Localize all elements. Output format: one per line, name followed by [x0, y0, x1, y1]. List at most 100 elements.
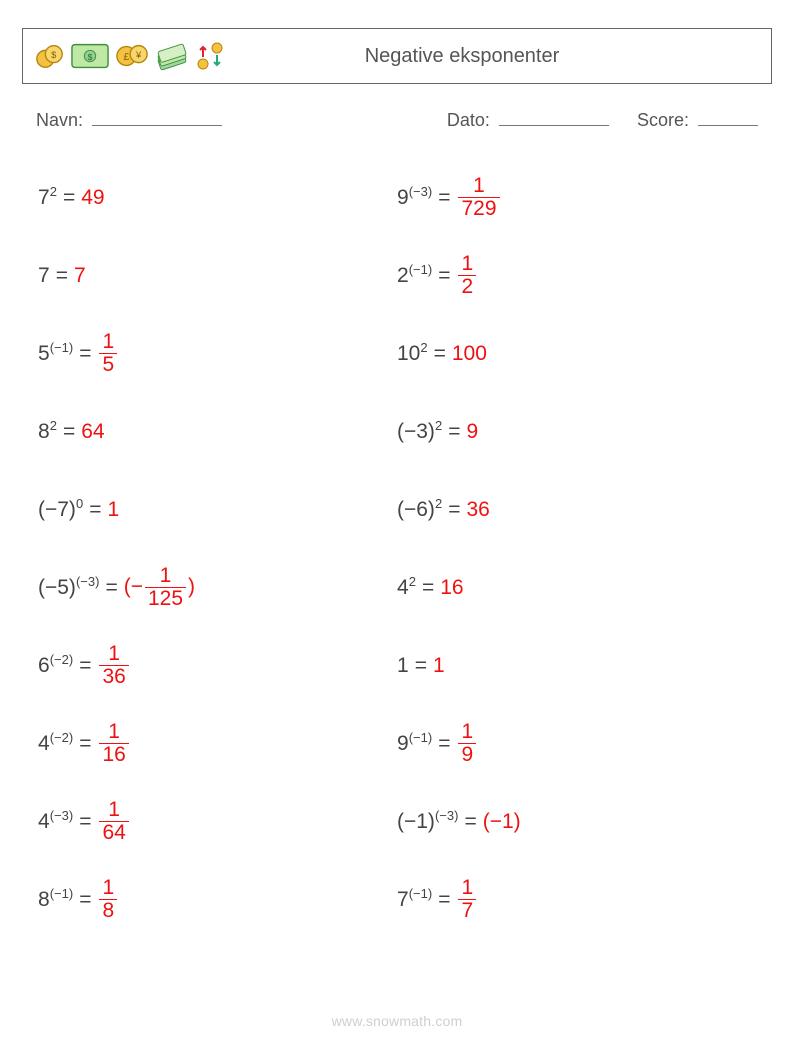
answer-value: 16 — [440, 576, 463, 600]
info-left: Navn: — [36, 106, 222, 131]
problem-row: 6(−2) = 136 — [38, 627, 397, 705]
problem-row: (−5)(−3) = (−1125) — [38, 549, 397, 627]
worksheet-title: Negative eksponenter — [225, 45, 759, 68]
problem-row: (−1)(−3) = (−1) — [397, 783, 756, 861]
equals-sign: = — [89, 498, 101, 522]
worksheet-page: $ $ £ ¥ — [0, 0, 794, 1053]
header-icons: $ $ £ ¥ — [35, 41, 225, 71]
problem-base: 9(−1) — [397, 732, 432, 756]
equals-sign: = — [448, 498, 460, 522]
equals-sign: = — [448, 420, 460, 444]
equals-sign: = — [438, 186, 450, 210]
problem-base: 102 — [397, 342, 428, 366]
cash-stack-icon — [155, 41, 189, 71]
problem-base: 4(−2) — [38, 732, 73, 756]
answer-value: 1 — [107, 498, 119, 522]
problem-row: 1 = 1 — [397, 627, 756, 705]
problem-row: (−7)0 = 1 — [38, 471, 397, 549]
answer-fraction: 17 — [458, 877, 476, 922]
problems-col-left: 72 = 49 7 = 7 5(−1) = 15 82 — [38, 159, 397, 939]
equals-sign: = — [63, 186, 75, 210]
problem-base: 42 — [397, 576, 416, 600]
answer-value: 1 — [433, 654, 445, 678]
date-label: Dato: — [447, 110, 490, 130]
problem-base: (−3)2 — [397, 420, 442, 444]
problem-base: 5(−1) — [38, 342, 73, 366]
problem-base: 82 — [38, 420, 57, 444]
equals-sign: = — [79, 342, 91, 366]
problem-base: 1 — [397, 654, 409, 678]
score-field: Score: — [637, 106, 758, 131]
name-blank — [92, 106, 222, 126]
problem-row: 9(−1) = 19 — [397, 705, 756, 783]
answer-value: 49 — [81, 186, 104, 210]
equals-sign: = — [464, 810, 476, 834]
score-label: Score: — [637, 110, 689, 130]
watermark: www.snowmath.com — [0, 1013, 794, 1029]
problem-base: 2(−1) — [397, 264, 432, 288]
problem-row: (−6)2 = 36 — [397, 471, 756, 549]
equals-sign: = — [422, 576, 434, 600]
answer-value: 9 — [466, 420, 478, 444]
problem-row: 42 = 16 — [397, 549, 756, 627]
problem-row: 7(−1) = 17 — [397, 861, 756, 939]
problem-row: (−3)2 = 9 — [397, 393, 756, 471]
problem-row: 5(−1) = 15 — [38, 315, 397, 393]
problem-row: 4(−3) = 164 — [38, 783, 397, 861]
answer-fraction: 164 — [99, 799, 128, 844]
problem-row: 102 = 100 — [397, 315, 756, 393]
answer-fraction: 1729 — [458, 175, 499, 220]
problem-base: (−6)2 — [397, 498, 442, 522]
problem-base: 6(−2) — [38, 654, 73, 678]
problem-base: 9(−3) — [397, 186, 432, 210]
answer-fraction: 18 — [99, 877, 117, 922]
problem-row: 7 = 7 — [38, 237, 397, 315]
problems-grid: 72 = 49 7 = 7 5(−1) = 15 82 — [22, 159, 772, 939]
answer-fraction: 15 — [99, 331, 117, 376]
answer-value: 100 — [452, 342, 487, 366]
problem-row: 82 = 64 — [38, 393, 397, 471]
answer-value: 64 — [81, 420, 104, 444]
answer-neg-fraction: (−1125) — [124, 565, 195, 610]
problem-base: (−7)0 — [38, 498, 83, 522]
answer-fraction: 19 — [458, 721, 476, 766]
coin-pound-yen-icon: £ ¥ — [115, 41, 149, 71]
equals-sign: = — [415, 654, 427, 678]
equals-sign: = — [79, 888, 91, 912]
equals-sign: = — [56, 264, 68, 288]
problem-row: 72 = 49 — [38, 159, 397, 237]
equals-sign: = — [438, 888, 450, 912]
answer-value: 7 — [74, 264, 86, 288]
svg-text:¥: ¥ — [135, 50, 142, 61]
equals-sign: = — [438, 732, 450, 756]
problem-base: 4(−3) — [38, 810, 73, 834]
problem-base: 72 — [38, 186, 57, 210]
equals-sign: = — [79, 732, 91, 756]
svg-text:£: £ — [123, 52, 129, 63]
problems-col-right: 9(−3) = 1729 2(−1) = 12 102 = — [397, 159, 756, 939]
up-down-arrows-icon — [195, 41, 225, 71]
problem-row: 2(−1) = 12 — [397, 237, 756, 315]
problem-base: 7(−1) — [397, 888, 432, 912]
answer-fraction: 12 — [458, 253, 476, 298]
problem-base: 7 — [38, 264, 50, 288]
score-blank — [698, 106, 758, 126]
svg-text:$: $ — [88, 52, 93, 62]
equals-sign: = — [79, 810, 91, 834]
name-field: Navn: — [36, 106, 222, 131]
problem-base: 8(−1) — [38, 888, 73, 912]
problem-row: 9(−3) = 1729 — [397, 159, 756, 237]
equals-sign: = — [438, 264, 450, 288]
info-right: Dato: Score: — [447, 106, 758, 131]
date-field: Dato: — [447, 106, 609, 131]
equals-sign: = — [105, 576, 117, 600]
name-label: Navn: — [36, 110, 83, 130]
answer-value: 36 — [466, 498, 489, 522]
info-row: Navn: Dato: Score: — [22, 106, 772, 131]
problem-row: 8(−1) = 18 — [38, 861, 397, 939]
date-blank — [499, 106, 609, 126]
coins-icon: $ — [35, 41, 65, 71]
header-box: $ $ £ ¥ — [22, 28, 772, 84]
answer-fraction: 136 — [99, 643, 128, 688]
equals-sign: = — [79, 654, 91, 678]
